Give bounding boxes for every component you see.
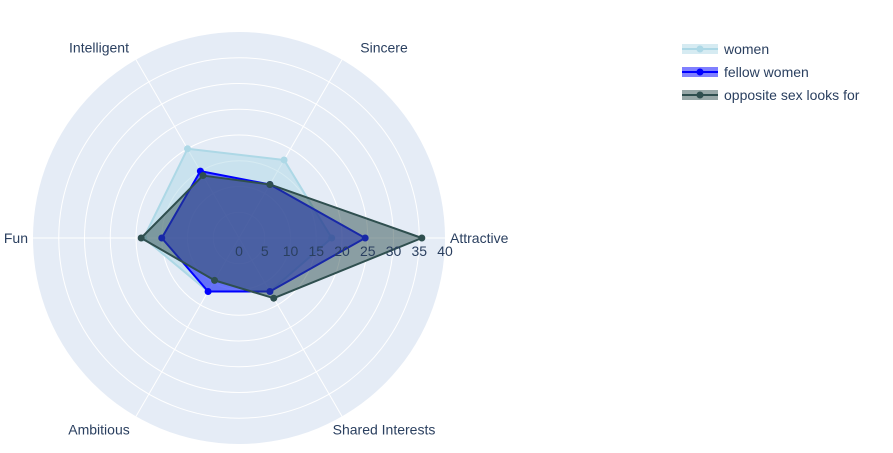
axis-label-Attractive: Attractive: [450, 230, 509, 246]
radial-tick-label: 20: [334, 243, 350, 259]
radial-tick-label: 0: [235, 243, 243, 259]
data-point-opposite-sex-looks-for-Intelligent: [199, 172, 207, 180]
legend-marker: [696, 68, 704, 76]
legend-item-women[interactable]: women: [682, 41, 769, 57]
legend-marker: [696, 45, 704, 53]
data-point-opposite-sex-looks-for-Shared-Interests: [270, 294, 278, 302]
data-point-fellow-women-Ambitious: [204, 288, 212, 296]
legend-item-fellow-women[interactable]: fellow women: [682, 64, 809, 80]
data-point-opposite-sex-looks-for-Ambitious: [211, 276, 219, 284]
radial-tick-label: 30: [386, 243, 402, 259]
legend-label: women: [723, 41, 769, 57]
radial-tick-label: 10: [283, 243, 299, 259]
legend[interactable]: women fellow women opposite sex looks for: [682, 41, 860, 103]
data-point-opposite-sex-looks-for-Attractive: [418, 234, 426, 242]
axis-label-Fun: Fun: [4, 230, 28, 246]
series-opposite-sex-looks-for: [137, 172, 426, 302]
axis-label-Sincere: Sincere: [360, 39, 408, 55]
data-point-women-Intelligent: [184, 145, 191, 153]
radial-tick-label: 25: [360, 243, 376, 259]
angular-axis-labels: Attractive Sincere Intelligent Fun Ambitious…: [4, 39, 509, 437]
axis-label-Shared-Interests: Shared Interests: [333, 422, 436, 438]
axis-label-Ambitious: Ambitious: [68, 422, 129, 438]
radial-tick-label: 15: [308, 243, 324, 259]
legend-item-opposite-sex-looks-for[interactable]: opposite sex looks for: [682, 87, 860, 103]
legend-marker: [696, 91, 704, 99]
radial-tick-label: 5: [261, 243, 269, 259]
data-point-opposite-sex-looks-for-Fun: [137, 234, 145, 242]
radial-tick-label: 40: [437, 243, 453, 259]
data-point-women-Sincere: [280, 156, 288, 164]
radial-tick-labels: 0 5 10 15 20 25 30 35 40: [235, 243, 453, 259]
legend-label: fellow women: [724, 64, 809, 80]
series-traces: [137, 145, 426, 302]
radial-tick-label: 35: [411, 243, 427, 259]
data-point-opposite-sex-looks-for-Sincere: [266, 180, 274, 188]
legend-label: opposite sex looks for: [724, 87, 860, 103]
axis-label-Intelligent: Intelligent: [69, 39, 129, 55]
